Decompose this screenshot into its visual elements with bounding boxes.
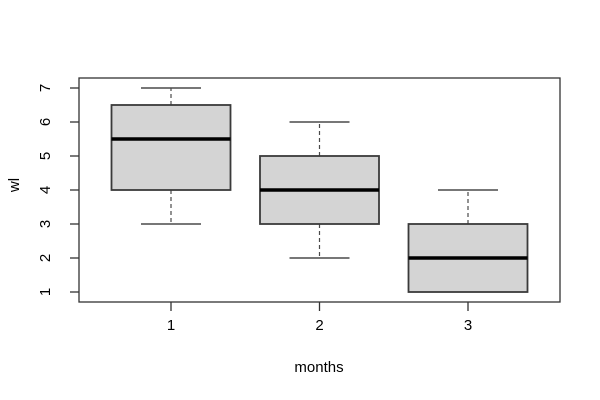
y-tick-label: 1	[37, 288, 54, 296]
y-tick-label: 4	[37, 186, 54, 194]
x-tick-label: 2	[315, 317, 323, 334]
y-tick-label: 5	[37, 152, 54, 160]
y-tick-label: 6	[37, 118, 54, 126]
boxplot-box	[110, 104, 232, 191]
y-axis-title: wl	[6, 177, 23, 193]
x-tick-label: 1	[167, 317, 175, 334]
x-tick-label: 3	[464, 317, 472, 334]
x-axis-title: months	[294, 359, 344, 376]
y-tick-label: 3	[37, 220, 54, 228]
y-tick-label: 2	[37, 254, 54, 262]
y-tick-label: 7	[37, 84, 54, 92]
